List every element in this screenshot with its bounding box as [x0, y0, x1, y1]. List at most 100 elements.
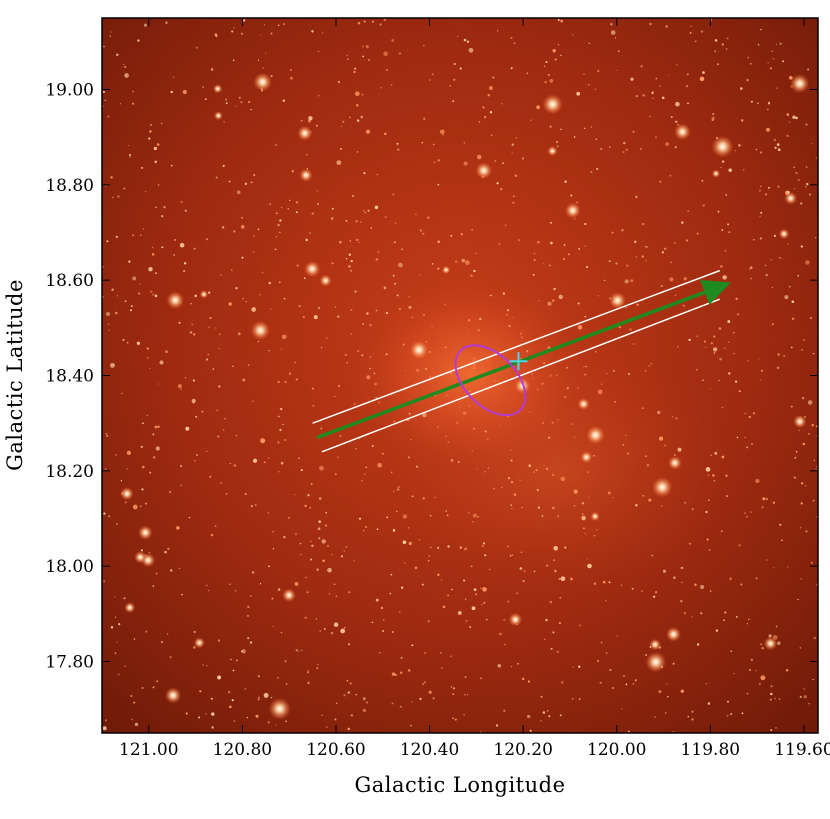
field-star	[306, 671, 309, 674]
field-star	[419, 274, 422, 276]
field-star	[210, 68, 214, 71]
field-star	[470, 274, 473, 277]
field-star	[584, 245, 586, 247]
field-star	[702, 379, 704, 382]
field-star	[773, 567, 775, 569]
field-star	[778, 256, 781, 259]
field-star	[347, 691, 351, 694]
field-star	[155, 446, 160, 451]
field-star	[665, 25, 668, 28]
field-star	[734, 380, 738, 383]
field-star	[611, 231, 614, 234]
field-star	[311, 387, 314, 390]
field-star	[447, 594, 450, 597]
field-star	[741, 712, 744, 715]
field-star	[362, 530, 365, 532]
field-star	[335, 595, 337, 597]
field-star	[109, 35, 112, 37]
field-star	[229, 583, 231, 586]
field-star	[206, 450, 208, 453]
field-star	[313, 315, 318, 320]
field-star	[361, 45, 364, 48]
field-star	[265, 52, 267, 54]
field-star	[757, 44, 760, 46]
field-star	[677, 345, 679, 348]
field-star	[149, 367, 151, 370]
field-star	[774, 146, 777, 149]
field-star	[600, 148, 603, 150]
field-star	[469, 626, 472, 629]
field-star	[178, 321, 181, 324]
field-star	[674, 241, 677, 245]
field-star	[109, 362, 115, 368]
x-tick-label: 120.80	[213, 740, 272, 760]
field-star	[805, 166, 808, 169]
field-star	[194, 294, 197, 298]
field-star	[750, 100, 753, 103]
field-star	[358, 517, 362, 520]
field-star	[231, 30, 234, 33]
field-star	[433, 161, 436, 164]
field-star	[126, 468, 128, 470]
field-star	[191, 323, 194, 326]
field-star	[759, 379, 762, 381]
field-star	[797, 598, 799, 601]
field-star	[235, 105, 237, 108]
field-star	[798, 429, 801, 432]
field-star	[689, 32, 692, 34]
field-star	[170, 90, 173, 94]
field-star	[296, 264, 299, 267]
field-star	[616, 635, 618, 637]
field-star	[375, 598, 379, 602]
field-star	[140, 549, 143, 552]
field-star	[773, 234, 777, 237]
field-star	[785, 668, 789, 672]
field-star	[155, 206, 157, 209]
field-star	[386, 516, 389, 519]
field-star	[165, 21, 168, 24]
field-star	[596, 167, 599, 171]
field-star	[149, 123, 152, 126]
field-star	[807, 400, 813, 405]
field-star	[120, 480, 123, 482]
field-star	[770, 259, 772, 261]
field-star	[331, 207, 334, 210]
field-star	[381, 452, 384, 455]
field-star	[350, 333, 352, 335]
field-star	[459, 67, 462, 70]
field-star	[260, 438, 266, 444]
field-star	[422, 232, 425, 235]
field-star	[799, 202, 803, 205]
bright-star	[268, 697, 291, 720]
field-star	[124, 65, 127, 68]
bright-star	[514, 378, 531, 394]
field-star	[316, 190, 319, 192]
field-star	[546, 710, 549, 712]
field-star	[442, 605, 446, 609]
field-star	[263, 692, 269, 698]
field-star	[795, 450, 798, 453]
field-star	[193, 630, 196, 634]
field-star	[483, 601, 486, 605]
bright-star	[213, 84, 223, 94]
field-star	[481, 603, 483, 606]
field-star	[594, 88, 597, 91]
field-star	[148, 137, 151, 140]
bright-star	[138, 525, 153, 540]
field-star	[402, 540, 407, 545]
field-star	[182, 89, 187, 95]
field-star	[106, 434, 109, 438]
field-star	[233, 230, 236, 233]
x-tick-label: 120.20	[493, 740, 552, 760]
field-star	[345, 219, 348, 222]
field-star	[346, 58, 349, 61]
field-star	[760, 211, 763, 214]
field-star	[353, 560, 355, 562]
field-star	[208, 291, 211, 294]
nebula-ellipse	[454, 344, 527, 417]
field-star	[142, 227, 145, 230]
field-star	[391, 672, 396, 676]
field-star	[288, 516, 291, 519]
field-star	[318, 537, 321, 540]
bright-star	[304, 260, 321, 278]
